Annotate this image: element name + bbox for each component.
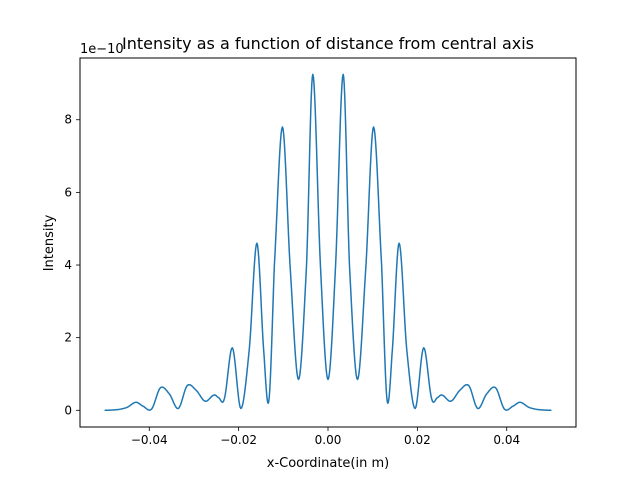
y-tick-label: 0 xyxy=(64,403,72,417)
series-line-intensity xyxy=(104,73,552,412)
x-axis-label: x-Coordinate(in m) xyxy=(267,456,389,471)
chart-title: Intensity as a function of distance from… xyxy=(122,34,534,53)
y-axis-ticks: 0 2 4 6 8 xyxy=(64,113,80,417)
axes-frame xyxy=(79,57,577,428)
x-tick-label: 0.00 xyxy=(315,433,342,447)
y-tick-label: 4 xyxy=(64,258,72,272)
plot-area xyxy=(104,73,552,412)
y-axis-label: Intensity xyxy=(42,214,57,271)
x-tick-label: 0.02 xyxy=(404,433,431,447)
y-tick-label: 8 xyxy=(64,113,72,127)
y-tick-label: 6 xyxy=(64,185,72,199)
x-tick-label: 0.04 xyxy=(493,433,520,447)
y-offset-label: 1e−10 xyxy=(80,42,124,57)
x-tick-label: −0.02 xyxy=(220,433,257,447)
y-tick-label: 2 xyxy=(64,331,72,345)
x-axis-ticks: −0.04 −0.02 0.00 0.02 0.04 xyxy=(131,427,520,447)
x-tick-label: −0.04 xyxy=(131,433,168,447)
